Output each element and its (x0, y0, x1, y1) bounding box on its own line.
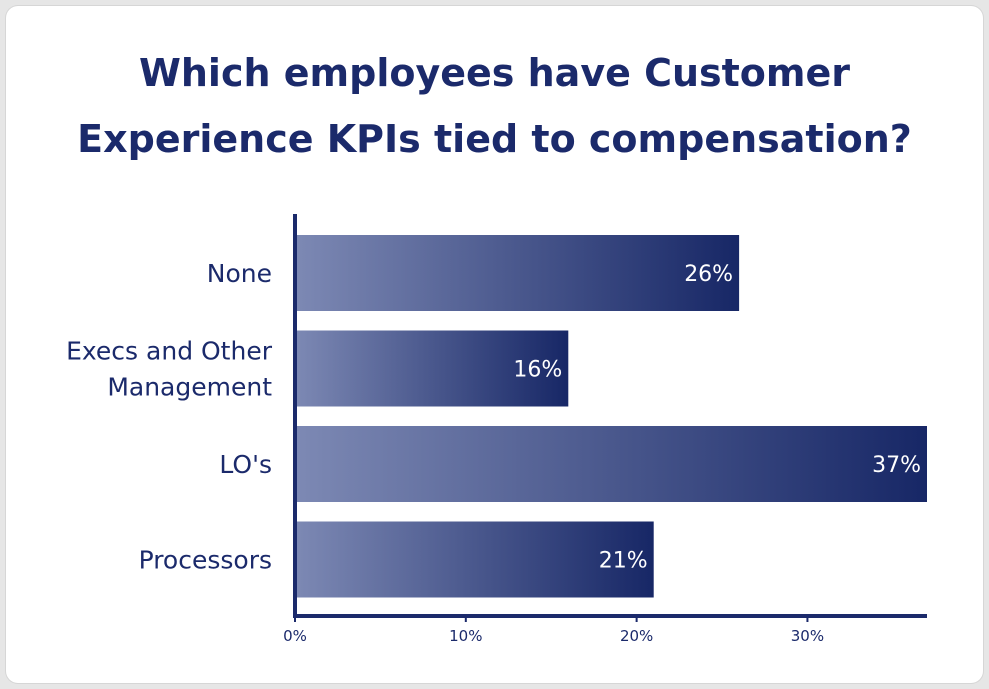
chart-title-line-1: Which employees have Customer (138, 51, 851, 95)
category-label: Management (107, 373, 272, 402)
bar-value-label: 21% (599, 549, 648, 574)
chart-title: Which employees have Customer Experience… (6, 40, 983, 172)
x-tick-label: 10% (449, 627, 482, 645)
x-tick-label: 30% (791, 627, 824, 645)
chart-card: Which employees have Customer Experience… (6, 6, 983, 683)
category-label: None (207, 259, 272, 288)
chart-title-line-2: Experience KPIs tied to compensation? (77, 117, 912, 161)
bar (295, 521, 654, 598)
bar-value-label: 26% (684, 262, 733, 287)
bar (295, 330, 569, 407)
bar-chart: 26% None 16% Execs and Other Management 37% LO… (66, 214, 927, 645)
x-tick-label: 0% (283, 627, 307, 645)
bar (295, 426, 927, 502)
category-label: LO's (219, 450, 272, 479)
bar-value-label: 16% (513, 358, 562, 383)
bar (295, 235, 740, 311)
category-label: Processors (139, 546, 272, 575)
x-tick-label: 20% (620, 627, 653, 645)
bar-value-label: 37% (872, 453, 921, 478)
category-label: Execs and Other (66, 337, 273, 366)
